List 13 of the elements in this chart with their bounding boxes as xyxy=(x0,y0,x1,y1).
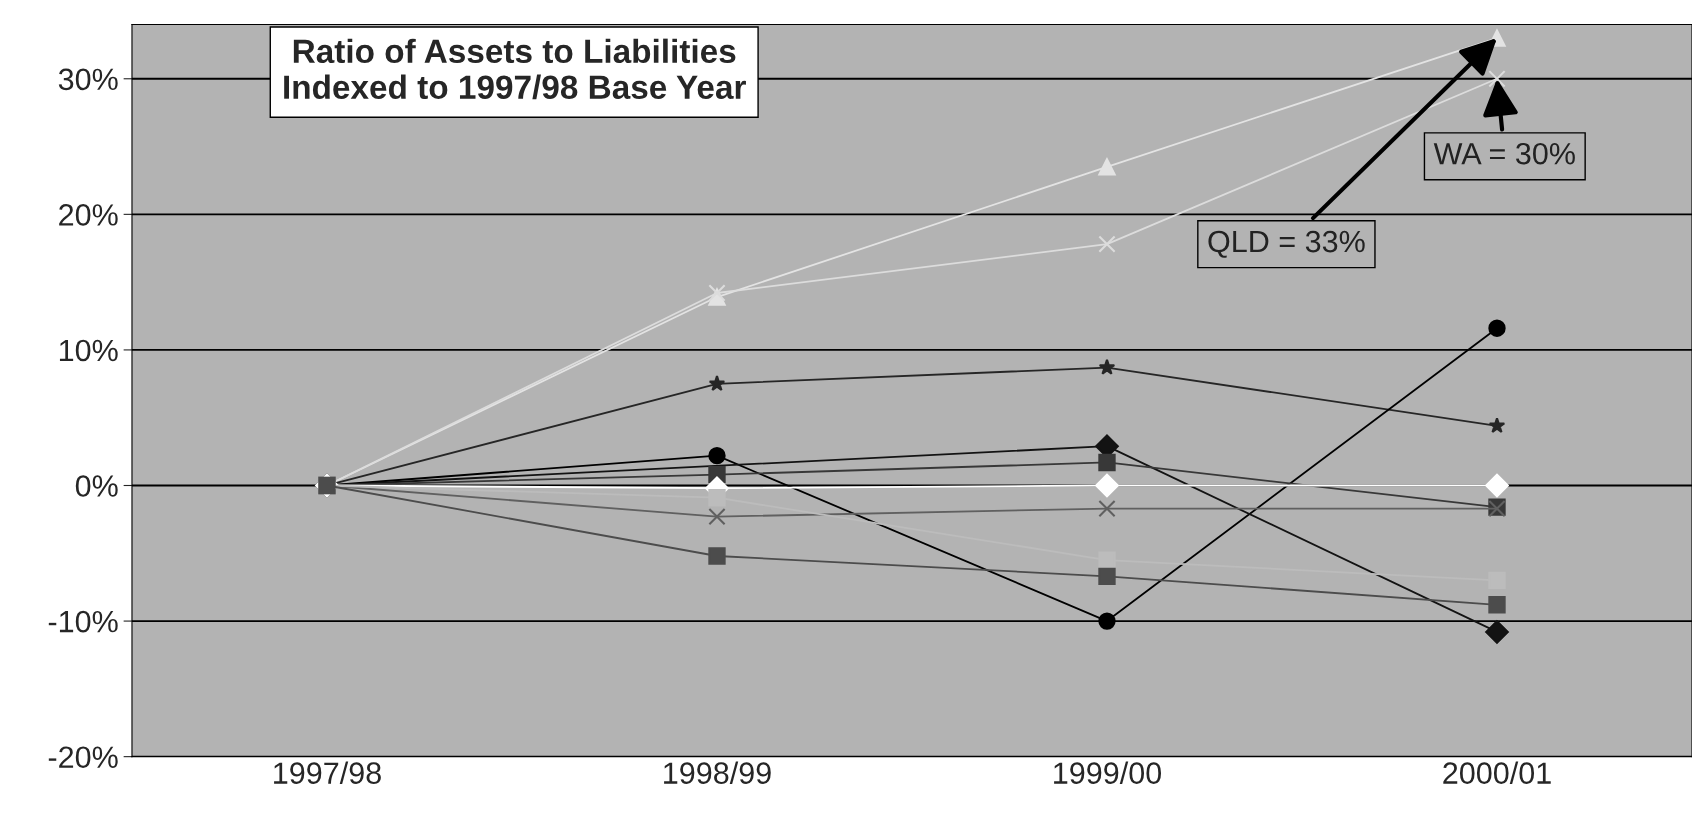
y-tick-label: 30% xyxy=(58,68,118,91)
x-tick-label: 1998/99 xyxy=(664,761,771,784)
annotation: WA = 30% xyxy=(1433,142,1575,165)
annotation: QLD = 33% xyxy=(1208,230,1365,258)
y-tick-label: -10% xyxy=(48,610,118,633)
x-tick-label: 2000/01 xyxy=(1443,761,1551,784)
y-tick-label: 20% xyxy=(59,204,118,226)
y-tick-label: -20% xyxy=(48,746,118,769)
text: Ratio of Assets to Liabilities Indexed to 1997/98 Base Year xyxy=(284,38,746,100)
y-tick-label: 0% xyxy=(75,475,118,497)
y-tick-label: 10% xyxy=(59,339,118,362)
x-tick-label: 1997/98 xyxy=(274,761,381,784)
x-tick-label: 1999/00 xyxy=(1054,761,1162,784)
